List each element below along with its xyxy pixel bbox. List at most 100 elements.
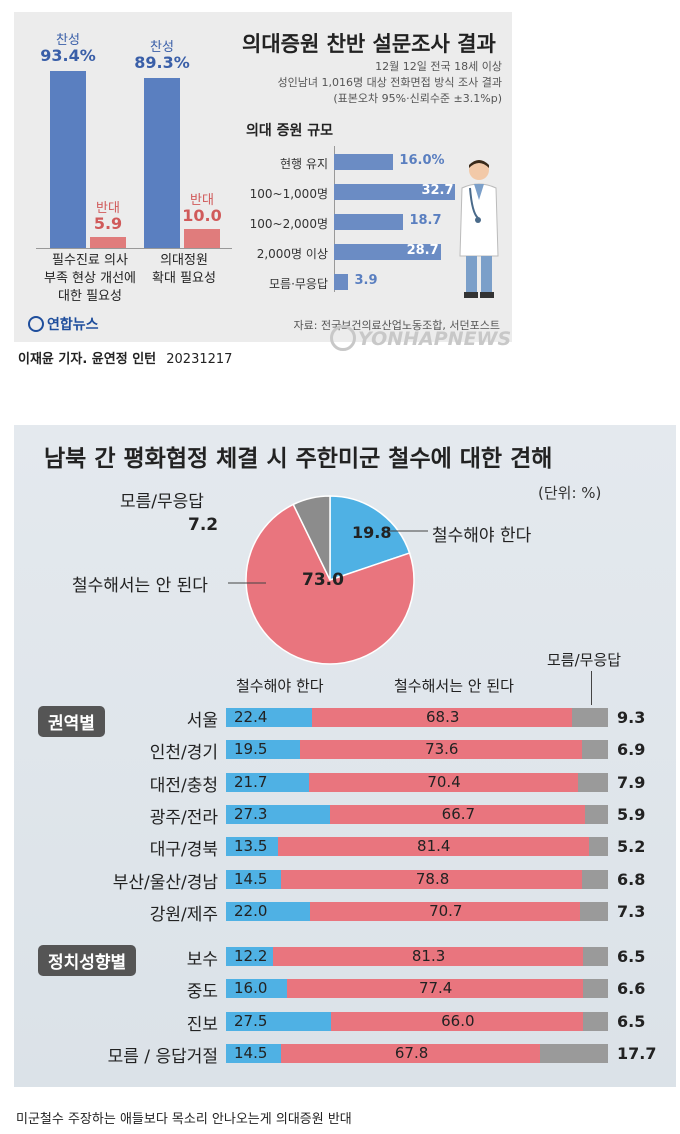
bottom-title: 남북 간 평화협정 체결 시 주한미군 철수에 대한 견해 <box>44 446 553 472</box>
seg-unknown <box>583 1011 608 1031</box>
seg-keep-value: 78.8 <box>415 869 450 888</box>
scale-bar <box>334 184 456 200</box>
scale-value: 32.7 <box>421 183 454 198</box>
scale-category: 현행 유지 <box>280 157 328 171</box>
seg-withdraw-value: 13.5 <box>234 837 268 856</box>
seg-withdraw-value: 22.4 <box>234 708 268 726</box>
seg-keep <box>310 901 581 921</box>
seg-unknown <box>581 740 608 760</box>
seg-withdraw-value: 22.0 <box>234 901 268 920</box>
legend-unknown: 모름/무응답 <box>547 651 622 669</box>
seg-keep-value: 70.7 <box>429 901 463 920</box>
seg-withdraw <box>226 1043 282 1063</box>
pie-label-keep: 철수해서는 안 된다 <box>72 576 208 596</box>
scale-category: 2,000명 이상 <box>256 247 328 261</box>
seg-withdraw-value: 19.5 <box>234 740 268 759</box>
oppose-value: 10.0 <box>182 206 222 225</box>
seg-withdraw-value: 14.5 <box>234 869 268 888</box>
pie-label-unknown: 모름/무응답 <box>120 492 204 512</box>
row-label: 서울 <box>186 711 218 731</box>
unit-label: (단위: %) <box>538 484 602 502</box>
scale-bar <box>334 214 404 230</box>
row-label: 인천/경기 <box>149 743 218 764</box>
baseline <box>36 248 232 249</box>
seg-unknown <box>585 804 608 824</box>
seg-keep-value: 73.6 <box>425 740 459 759</box>
scale-bar <box>334 244 441 260</box>
seg-keep-value: 67.8 <box>394 1043 429 1062</box>
usfk-withdrawal-infographic: 남북 간 평화협정 체결 시 주한미군 철수에 대한 견해 (단위: %) 19… <box>14 425 676 1087</box>
seg-withdraw <box>226 740 301 760</box>
oppose-bar <box>184 229 220 248</box>
seg-keep <box>311 708 573 727</box>
legend-keep: 철수해서는 안 된다 <box>394 677 514 695</box>
group-tag: 권역별 <box>38 706 105 737</box>
seg-unknown <box>583 947 608 966</box>
scale-value: 3.9 <box>354 273 378 288</box>
scale-bar <box>334 274 349 290</box>
watermark-text: YONHAPNEWS <box>358 328 512 350</box>
top-title: 의대증원 찬반 설문조사 결과 <box>242 32 496 56</box>
seg-keep <box>331 1011 584 1031</box>
top-meta-3: (표본오차 95%·신뢰수준 ±3.1%p) <box>333 92 502 105</box>
seg-keep-value: 66.7 <box>441 804 476 823</box>
oppose-label: 반대 5.9 <box>78 200 138 233</box>
seg-withdraw <box>226 901 311 921</box>
scale-value: 28.7 <box>406 243 439 258</box>
seg-keep-value: 81.4 <box>417 837 451 856</box>
seg-withdraw <box>226 708 312 727</box>
pie-slice-keep <box>245 503 415 665</box>
seg-withdraw-value: 14.5 <box>234 1043 268 1062</box>
row-label: 대구/경북 <box>149 840 218 861</box>
top-meta-1: 12월 12일 전국 18세 이상 <box>375 60 502 73</box>
seg-keep-value: 68.3 <box>426 708 460 726</box>
seg-unknown-value: 17.7 <box>617 1043 657 1063</box>
seg-keep-value: 77.4 <box>418 979 453 998</box>
seg-unknown-value: 6.8 <box>617 869 646 889</box>
seg-withdraw-value: 12.2 <box>234 947 268 965</box>
credit-date: 20231217 <box>166 352 233 367</box>
top-subtitle: 의대 증원 규모 <box>246 123 334 139</box>
scale-value: 18.7 <box>409 213 442 228</box>
support-label: 찬성 89.3% <box>132 40 192 73</box>
group-tag: 정치성향별 <box>38 945 137 976</box>
seg-keep <box>281 869 583 889</box>
support-series-name: 찬성 <box>150 40 174 56</box>
seg-unknown <box>588 837 609 857</box>
legend-leader-line <box>591 671 592 705</box>
seg-keep <box>281 1043 541 1063</box>
seg-withdraw <box>226 947 273 966</box>
oppose-series-name: 반대 <box>96 200 120 216</box>
scale-category: 100~2,000명 <box>249 217 328 231</box>
category-line: 부족 현상 개선에 <box>44 271 136 286</box>
seg-unknown-value: 9.3 <box>617 708 646 727</box>
support-bar <box>50 70 86 248</box>
row-label: 대전/충청 <box>149 775 218 796</box>
legend-withdraw: 철수해야 한다 <box>236 677 324 695</box>
seg-unknown-value: 6.6 <box>617 979 646 999</box>
seg-unknown <box>582 979 608 999</box>
seg-keep-value: 81.3 <box>411 947 446 965</box>
seg-unknown-value: 5.9 <box>617 804 646 824</box>
seg-unknown-value: 6.5 <box>617 1011 646 1031</box>
logo-circle-icon <box>28 316 44 332</box>
scale-bar <box>334 154 394 170</box>
support-value: 89.3% <box>134 53 190 73</box>
oppose-value: 5.9 <box>93 213 123 233</box>
category-label: 필수진료 의사 부족 현상 개선에 대한 필요성 <box>28 252 152 306</box>
scale-category: 모름·무응답 <box>268 277 328 291</box>
seg-unknown <box>577 772 608 792</box>
seg-keep <box>272 947 584 966</box>
row-label: 광주/전라 <box>149 807 218 828</box>
row-label: 모름 / 응답거절 <box>107 1046 218 1067</box>
seg-withdraw <box>226 837 278 857</box>
scale-value: 16.0% <box>399 153 445 168</box>
survey-infographic: 의대증원 찬반 설문조사 결과 12월 12일 전국 18세 이상 성인남녀 1… <box>14 12 512 342</box>
seg-unknown <box>540 1043 608 1063</box>
credit-line: 이재윤 기자. 윤연정 인턴 20231217 <box>18 348 232 367</box>
seg-unknown-value: 7.3 <box>617 901 646 921</box>
row-label: 강원/제주 <box>149 904 218 925</box>
category-label: 의대정원 확대 필요성 <box>122 252 246 288</box>
seg-unknown-value: 6.9 <box>617 740 646 760</box>
caption: 미군철수 주장하는 애들보다 목소리 안나오는게 의대증원 반대 <box>16 1112 352 1127</box>
